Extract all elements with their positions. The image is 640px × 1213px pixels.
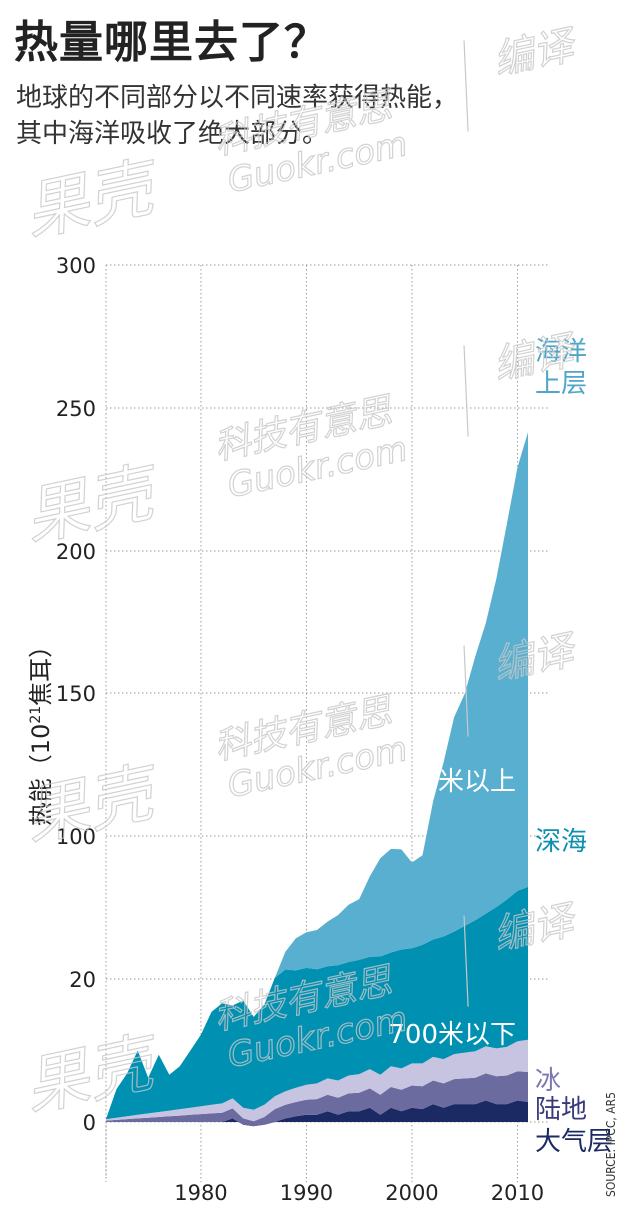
watermark-text-3: 编译	[489, 22, 582, 85]
y-tick-label: 0	[83, 1111, 96, 1135]
area-陆地	[106, 1071, 528, 1127]
series-label-深海: 深海	[535, 827, 587, 857]
series-label-冰: 冰	[535, 1066, 561, 1096]
y-tick-label: 20	[69, 968, 96, 992]
y-tick-label: 150	[56, 682, 96, 706]
watermark-logo: 果壳	[18, 755, 167, 856]
series-label-陆地: 陆地	[535, 1095, 587, 1125]
x-tick-label: 1990	[280, 1181, 333, 1205]
x-tick-label: 2010	[491, 1181, 544, 1205]
series-label-大气层: 大气层	[535, 1127, 613, 1157]
area-大气层	[106, 1100, 528, 1127]
watermark-logo: 果壳	[18, 455, 167, 556]
watermark-divider	[463, 915, 469, 1007]
inside-label-海洋上层: 700米以上	[388, 767, 516, 797]
subtitle-line-1: 地球的不同部分以不同速率获得热能，	[16, 83, 459, 113]
page-title: 热量哪里去了？	[14, 17, 329, 68]
y-tick-label: 200	[56, 540, 96, 564]
watermark-divider	[463, 645, 469, 737]
source-credit: SOURCE: IPCC, AR5	[604, 1092, 618, 1197]
watermark-layer: 果壳科技有意思Guokr.com编译果壳科技有意思Guokr.com编译果壳科技…	[17, 21, 582, 1126]
y-tick-label: 250	[56, 397, 96, 421]
watermark-divider	[463, 40, 469, 132]
watermark-logo: 果壳	[18, 150, 167, 251]
area-深海	[106, 886, 528, 1120]
x-tick-label: 1980	[174, 1181, 227, 1205]
y-tick-label: 100	[56, 825, 96, 849]
area-冰	[106, 1039, 528, 1122]
series-label-海洋上层: 海洋上层	[535, 337, 587, 399]
chart-areas	[106, 432, 528, 1127]
x-tick-label: 2000	[385, 1181, 438, 1205]
subtitle-line-2: 其中海洋吸收了绝大部分。	[16, 119, 329, 149]
y-tick-label: 300	[56, 254, 96, 278]
area-海洋上层	[106, 432, 528, 1120]
page-subtitle: 地球的不同部分以不同速率获得热能， 其中海洋吸收了绝大部分。	[16, 80, 516, 152]
watermark-divider	[463, 345, 469, 437]
inside-label-深海: 700米以下	[388, 1020, 516, 1050]
